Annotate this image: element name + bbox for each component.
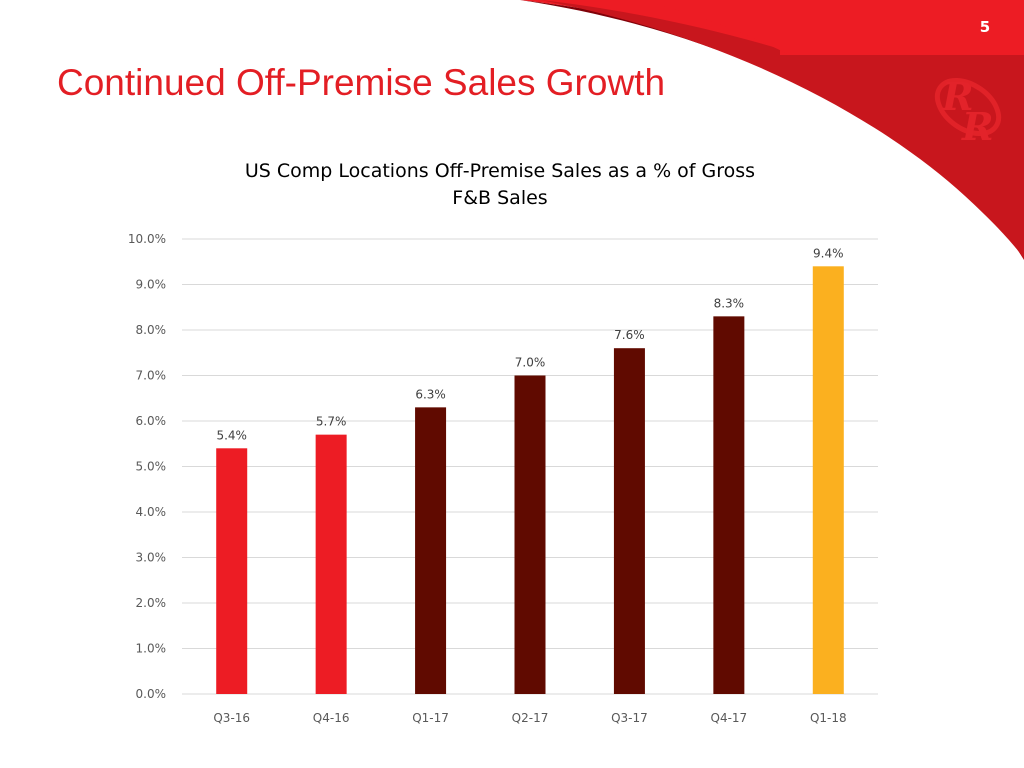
svg-text:R: R bbox=[941, 74, 974, 119]
chart-title: US Comp Locations Off-Premise Sales as a… bbox=[180, 158, 820, 212]
bar-q3-17 bbox=[613, 348, 645, 694]
x-tick-label: Q4-17 bbox=[711, 711, 748, 725]
y-tick-label: 8.0% bbox=[136, 323, 167, 337]
y-tick-label: 0.0% bbox=[136, 687, 167, 701]
x-tick-label: Q3-17 bbox=[611, 711, 648, 725]
bar-q3-16 bbox=[216, 448, 248, 694]
y-tick-label: 2.0% bbox=[136, 596, 167, 610]
bars bbox=[216, 266, 844, 694]
data-labels: 5.4% 5.7% 6.3% 7.0% 7.6% 8.3% 9.4% bbox=[216, 246, 843, 442]
y-tick-label: 6.0% bbox=[136, 414, 167, 428]
slide-title: Continued Off-Premise Sales Growth bbox=[57, 62, 666, 103]
bar-q1-17 bbox=[415, 407, 447, 694]
x-tick-label: Q4-16 bbox=[313, 711, 350, 725]
y-tick-label: 4.0% bbox=[136, 505, 167, 519]
chart-title-line-1: US Comp Locations Off-Premise Sales as a… bbox=[244, 160, 756, 182]
bar-q4-16 bbox=[315, 434, 347, 694]
y-axis-tick-labels: 0.0% 1.0% 2.0% 3.0% 4.0% 5.0% 6.0% 7.0% 8.0% 9.0%… bbox=[128, 232, 166, 701]
x-tick-label: Q2-17 bbox=[512, 711, 549, 725]
y-tick-label: 7.0% bbox=[136, 369, 167, 383]
rr-monogram-logo-icon: R R bbox=[934, 74, 1002, 149]
data-label: 9.4% bbox=[813, 246, 844, 260]
y-tick-label: 5.0% bbox=[136, 460, 167, 474]
y-tick-label: 10.0% bbox=[128, 232, 166, 246]
y-tick-label: 3.0% bbox=[136, 551, 167, 565]
data-label: 6.3% bbox=[415, 387, 446, 401]
data-label: 7.6% bbox=[614, 328, 645, 342]
y-tick-label: 9.0% bbox=[136, 278, 167, 292]
x-tick-label: Q1-17 bbox=[412, 711, 449, 725]
y-tick-label: 1.0% bbox=[136, 642, 167, 656]
svg-text:R: R bbox=[961, 104, 994, 149]
page-number: 5 bbox=[979, 18, 991, 36]
x-tick-label: Q3-16 bbox=[213, 711, 250, 725]
bar-q1-18 bbox=[812, 266, 844, 694]
x-tick-label: Q1-18 bbox=[810, 711, 847, 725]
bar-q4-17 bbox=[713, 316, 745, 694]
data-label: 8.3% bbox=[714, 296, 745, 310]
data-label: 5.7% bbox=[316, 415, 347, 429]
bar-q2-17 bbox=[514, 375, 546, 694]
x-axis-tick-labels: Q3-16 Q4-16 Q1-17 Q2-17 Q3-17 Q4-17 Q1-18 bbox=[213, 711, 846, 725]
data-label: 5.4% bbox=[216, 428, 247, 442]
chart-title-line-2: F&B Sales bbox=[452, 187, 548, 209]
data-label: 7.0% bbox=[515, 356, 546, 370]
